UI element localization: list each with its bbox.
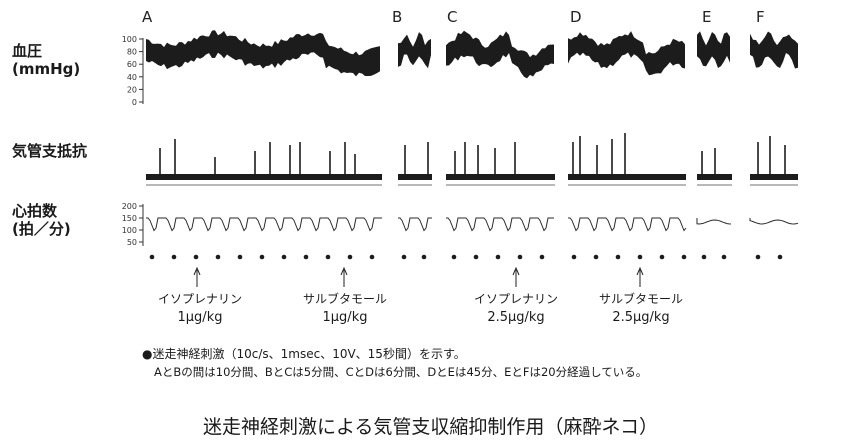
injection-arrows xyxy=(193,266,644,287)
panel-letters: A B C D E F xyxy=(142,8,765,26)
panel-letter-C: C xyxy=(447,8,457,26)
stimulation-dot xyxy=(171,254,177,260)
hr-trace xyxy=(146,217,382,232)
blood-pressure-label-line1: 血圧 xyxy=(12,42,43,60)
stimulation-dot xyxy=(721,254,727,260)
bp-trace xyxy=(398,32,431,69)
blood-pressure-label: 血圧 (mmHg) xyxy=(12,42,80,78)
stimulation-note: ●迷走神経刺激（10c/s、1msec、10V、15秒間）を示す。 xyxy=(142,347,466,361)
drug-3-dose: 2.5μg/kg xyxy=(487,310,545,325)
stimulation-dot xyxy=(215,254,221,260)
stimulation-dot xyxy=(681,254,687,260)
hr-tick-label: 100 xyxy=(122,226,137,235)
stimulation-dot xyxy=(421,254,427,260)
bp-trace xyxy=(750,31,798,69)
interval-note: AとBの間は10分間、BとCは5分間、CとDは6分間、DとEは45分、EとFは2… xyxy=(154,365,648,379)
drug-3-name: イソプレナリン xyxy=(473,292,558,306)
stimulation-dot xyxy=(777,254,783,260)
stimulation-dot xyxy=(495,254,501,260)
stimulation-dot xyxy=(237,254,243,260)
bp-traces xyxy=(146,30,798,79)
panel-letter-A: A xyxy=(142,8,153,26)
bp-trace xyxy=(146,30,380,77)
stimulation-dot xyxy=(193,254,199,260)
bp-trace xyxy=(446,30,554,79)
stimulation-dot xyxy=(325,254,331,260)
heart-rate-label: 心拍数 (拍／分) xyxy=(12,202,71,238)
airway-baseline xyxy=(750,174,798,180)
bp-trace xyxy=(697,31,730,69)
hr-trace xyxy=(446,217,554,232)
airway-traces xyxy=(146,133,798,186)
stimulation-dot xyxy=(539,254,545,260)
airway-baseline xyxy=(398,174,432,180)
drug-1-dose: 1μg/kg xyxy=(177,310,223,325)
panel-letter-F: F xyxy=(756,8,765,26)
hr-tick-label: 200 xyxy=(122,202,137,211)
drug-4-dose: 2.5μg/kg xyxy=(612,310,670,325)
bp-tick-label: 20 xyxy=(127,85,137,94)
stimulation-dot xyxy=(615,254,621,260)
heart-rate-label-line1: 心拍数 xyxy=(12,202,58,220)
heart-rate-label-unit: (拍／分) xyxy=(12,220,71,238)
stimulation-dot xyxy=(281,254,287,260)
injection-arrow-head xyxy=(636,266,644,276)
hr-trace xyxy=(398,217,432,232)
stimulation-dot xyxy=(659,254,665,260)
bp-tick-label: 80 xyxy=(127,48,137,57)
stimulation-dot xyxy=(369,254,375,260)
injection-arrow-head xyxy=(340,266,348,276)
drug-1-name: イソプレナリン xyxy=(157,292,242,306)
airway-baseline xyxy=(146,174,382,180)
bp-trace xyxy=(568,31,685,76)
stimulation-dot xyxy=(259,254,265,260)
drug-4-name: サルブタモール xyxy=(598,292,683,306)
stimulation-dot xyxy=(593,254,599,260)
airway-baseline xyxy=(446,174,555,180)
hr-trace xyxy=(749,218,799,225)
hr-trace xyxy=(696,218,732,225)
airway-baseline xyxy=(568,174,686,180)
hr-tick-label: 50 xyxy=(127,238,137,247)
stimulation-dot xyxy=(701,254,707,260)
airway-baseline xyxy=(697,174,732,180)
stimulation-dot xyxy=(149,254,155,260)
drug-2-dose: 1μg/kg xyxy=(322,310,368,325)
stimulation-dot xyxy=(303,254,309,260)
bp-tick-label: 100 xyxy=(122,35,137,44)
stimulation-dot xyxy=(637,254,643,260)
hr-tick-label: 150 xyxy=(122,214,137,223)
injection-arrow-head xyxy=(193,266,201,276)
stimulation-markers xyxy=(149,254,783,260)
panel-letter-E: E xyxy=(702,8,711,26)
bp-tick-label: 60 xyxy=(127,60,137,69)
stimulation-dot xyxy=(517,254,523,260)
stimulation-dot xyxy=(755,254,761,260)
hr-trace xyxy=(568,217,687,232)
drug-2-name: サルブタモール xyxy=(302,292,387,306)
airway-resistance-label: 気管支抵抗 xyxy=(12,142,88,160)
blood-pressure-label-unit: (mmHg) xyxy=(12,60,81,78)
stimulation-dot xyxy=(571,254,577,260)
panel-letter-D: D xyxy=(570,8,582,26)
stimulation-dot xyxy=(473,254,479,260)
hr-traces xyxy=(146,217,799,232)
figure-caption: 迷走神経刺激による気管支収縮抑制作用（麻酔ネコ） xyxy=(202,416,659,438)
hr-axis: 200 150 100 50 xyxy=(122,202,144,247)
bp-tick-label: 40 xyxy=(127,73,137,82)
bp-axis: 100 80 60 40 20 0 xyxy=(122,35,144,107)
stimulation-dot xyxy=(451,254,457,260)
injection-arrow-head xyxy=(512,266,520,276)
stimulation-dot xyxy=(401,254,407,260)
panel-letter-B: B xyxy=(392,8,402,26)
stimulation-dot xyxy=(347,254,353,260)
bp-tick-label: 0 xyxy=(132,98,137,107)
